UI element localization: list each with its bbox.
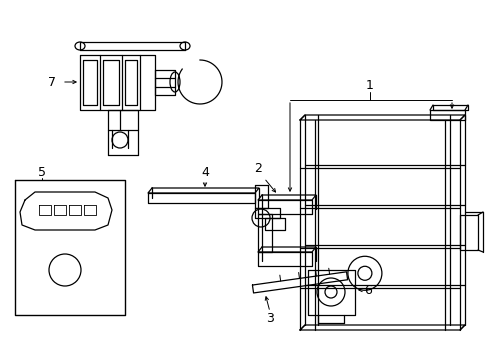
Text: 7: 7 xyxy=(48,76,56,89)
Text: 3: 3 xyxy=(265,311,273,324)
Text: 4: 4 xyxy=(201,166,208,179)
Text: 1: 1 xyxy=(366,78,373,91)
Text: 5: 5 xyxy=(38,166,46,179)
Text: 2: 2 xyxy=(254,162,262,175)
Text: 6: 6 xyxy=(364,284,371,297)
